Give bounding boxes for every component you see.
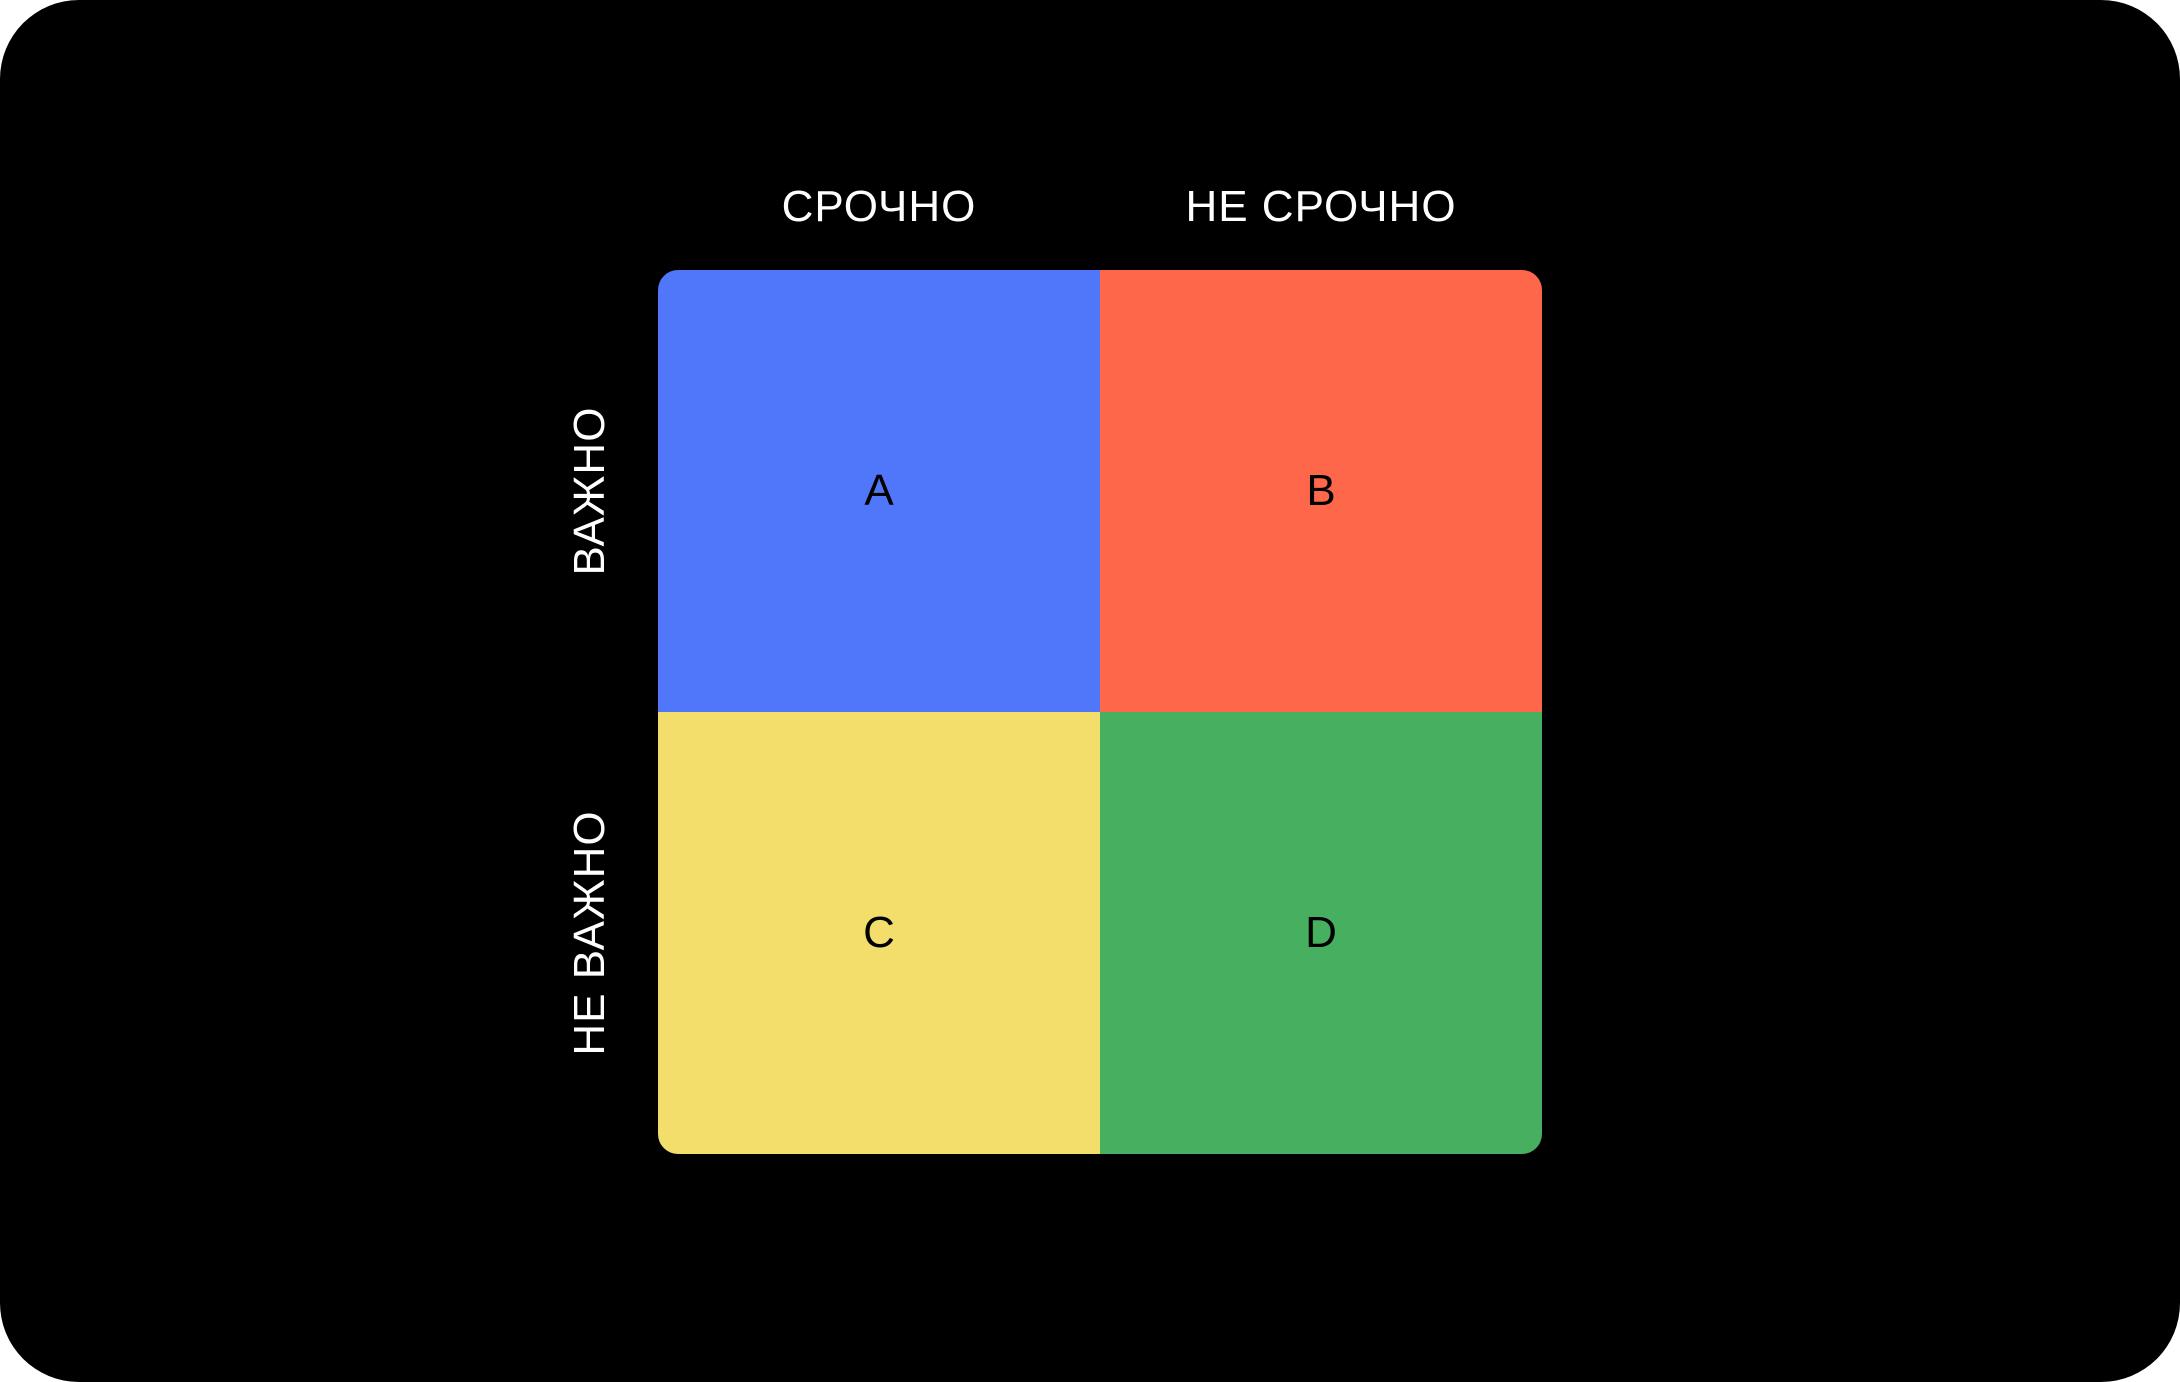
quadrant-d-label: D bbox=[1305, 908, 1337, 957]
quadrant-a-label: A bbox=[864, 466, 894, 515]
quadrant-b-label: B bbox=[1306, 466, 1336, 515]
row-label-not-important: НЕ ВАЖНО bbox=[565, 810, 614, 1056]
quadrant-c-label: C bbox=[863, 908, 895, 957]
quadrant-c: C bbox=[658, 712, 1100, 1154]
column-label-urgent: СРОЧНО bbox=[781, 182, 977, 231]
quadrant-d: D bbox=[1100, 712, 1542, 1154]
quadrant-b: B bbox=[1100, 270, 1542, 712]
quadrant-a: A bbox=[658, 270, 1100, 712]
eisenhower-matrix: A B C D bbox=[658, 270, 1542, 1154]
row-label-important: ВАЖНО bbox=[565, 406, 614, 576]
column-label-not-urgent: НЕ СРОЧНО bbox=[1185, 182, 1457, 231]
